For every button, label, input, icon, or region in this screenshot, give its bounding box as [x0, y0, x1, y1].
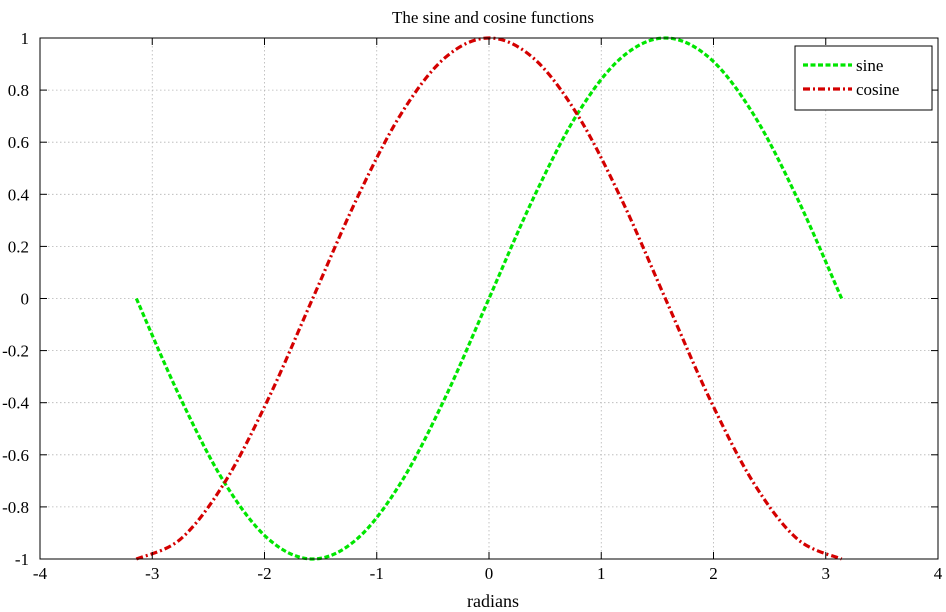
x-axis-label: radians: [467, 591, 519, 611]
axis-ticks: -4 -3 -2 -1 0 1 2 3 4 -1 -0.8 -0.6 -0.4 -0.2 0 0.2 0.4 0.…: [2, 29, 943, 583]
y-tick-label: -0.4: [2, 394, 29, 413]
x-tick-label: 2: [709, 564, 718, 583]
y-tick-label: -0.6: [2, 446, 29, 465]
y-tick-label: -0.2: [2, 342, 29, 361]
legend: sine cosine: [794, 45, 933, 111]
grid-lines: [40, 38, 938, 559]
y-tick-label: -1: [15, 550, 29, 569]
series-line-sine: [134, 36, 844, 561]
x-tick-label: -2: [257, 564, 271, 583]
legend-label-sine: sine: [856, 56, 883, 75]
x-tick-label: 4: [934, 564, 943, 583]
y-tick-label: 0.4: [8, 185, 30, 204]
y-tick-label: 0.8: [8, 81, 29, 100]
x-tick-label: 3: [822, 564, 831, 583]
legend-label-cosine: cosine: [856, 80, 899, 99]
y-tick-label: -0.8: [2, 498, 29, 517]
y-tick-label: 0: [21, 290, 30, 309]
legend-box: [794, 45, 933, 111]
x-tick-label: -3: [145, 564, 159, 583]
x-tick-label: -1: [370, 564, 384, 583]
x-tick-label: -4: [33, 564, 48, 583]
x-tick-label: 1: [597, 564, 606, 583]
y-tick-label: 0.6: [8, 133, 29, 152]
chart-title: The sine and cosine functions: [392, 8, 594, 27]
x-tick-label: 0: [485, 564, 494, 583]
y-tick-label: 1: [21, 29, 30, 48]
y-tick-label: 0.2: [8, 237, 29, 256]
